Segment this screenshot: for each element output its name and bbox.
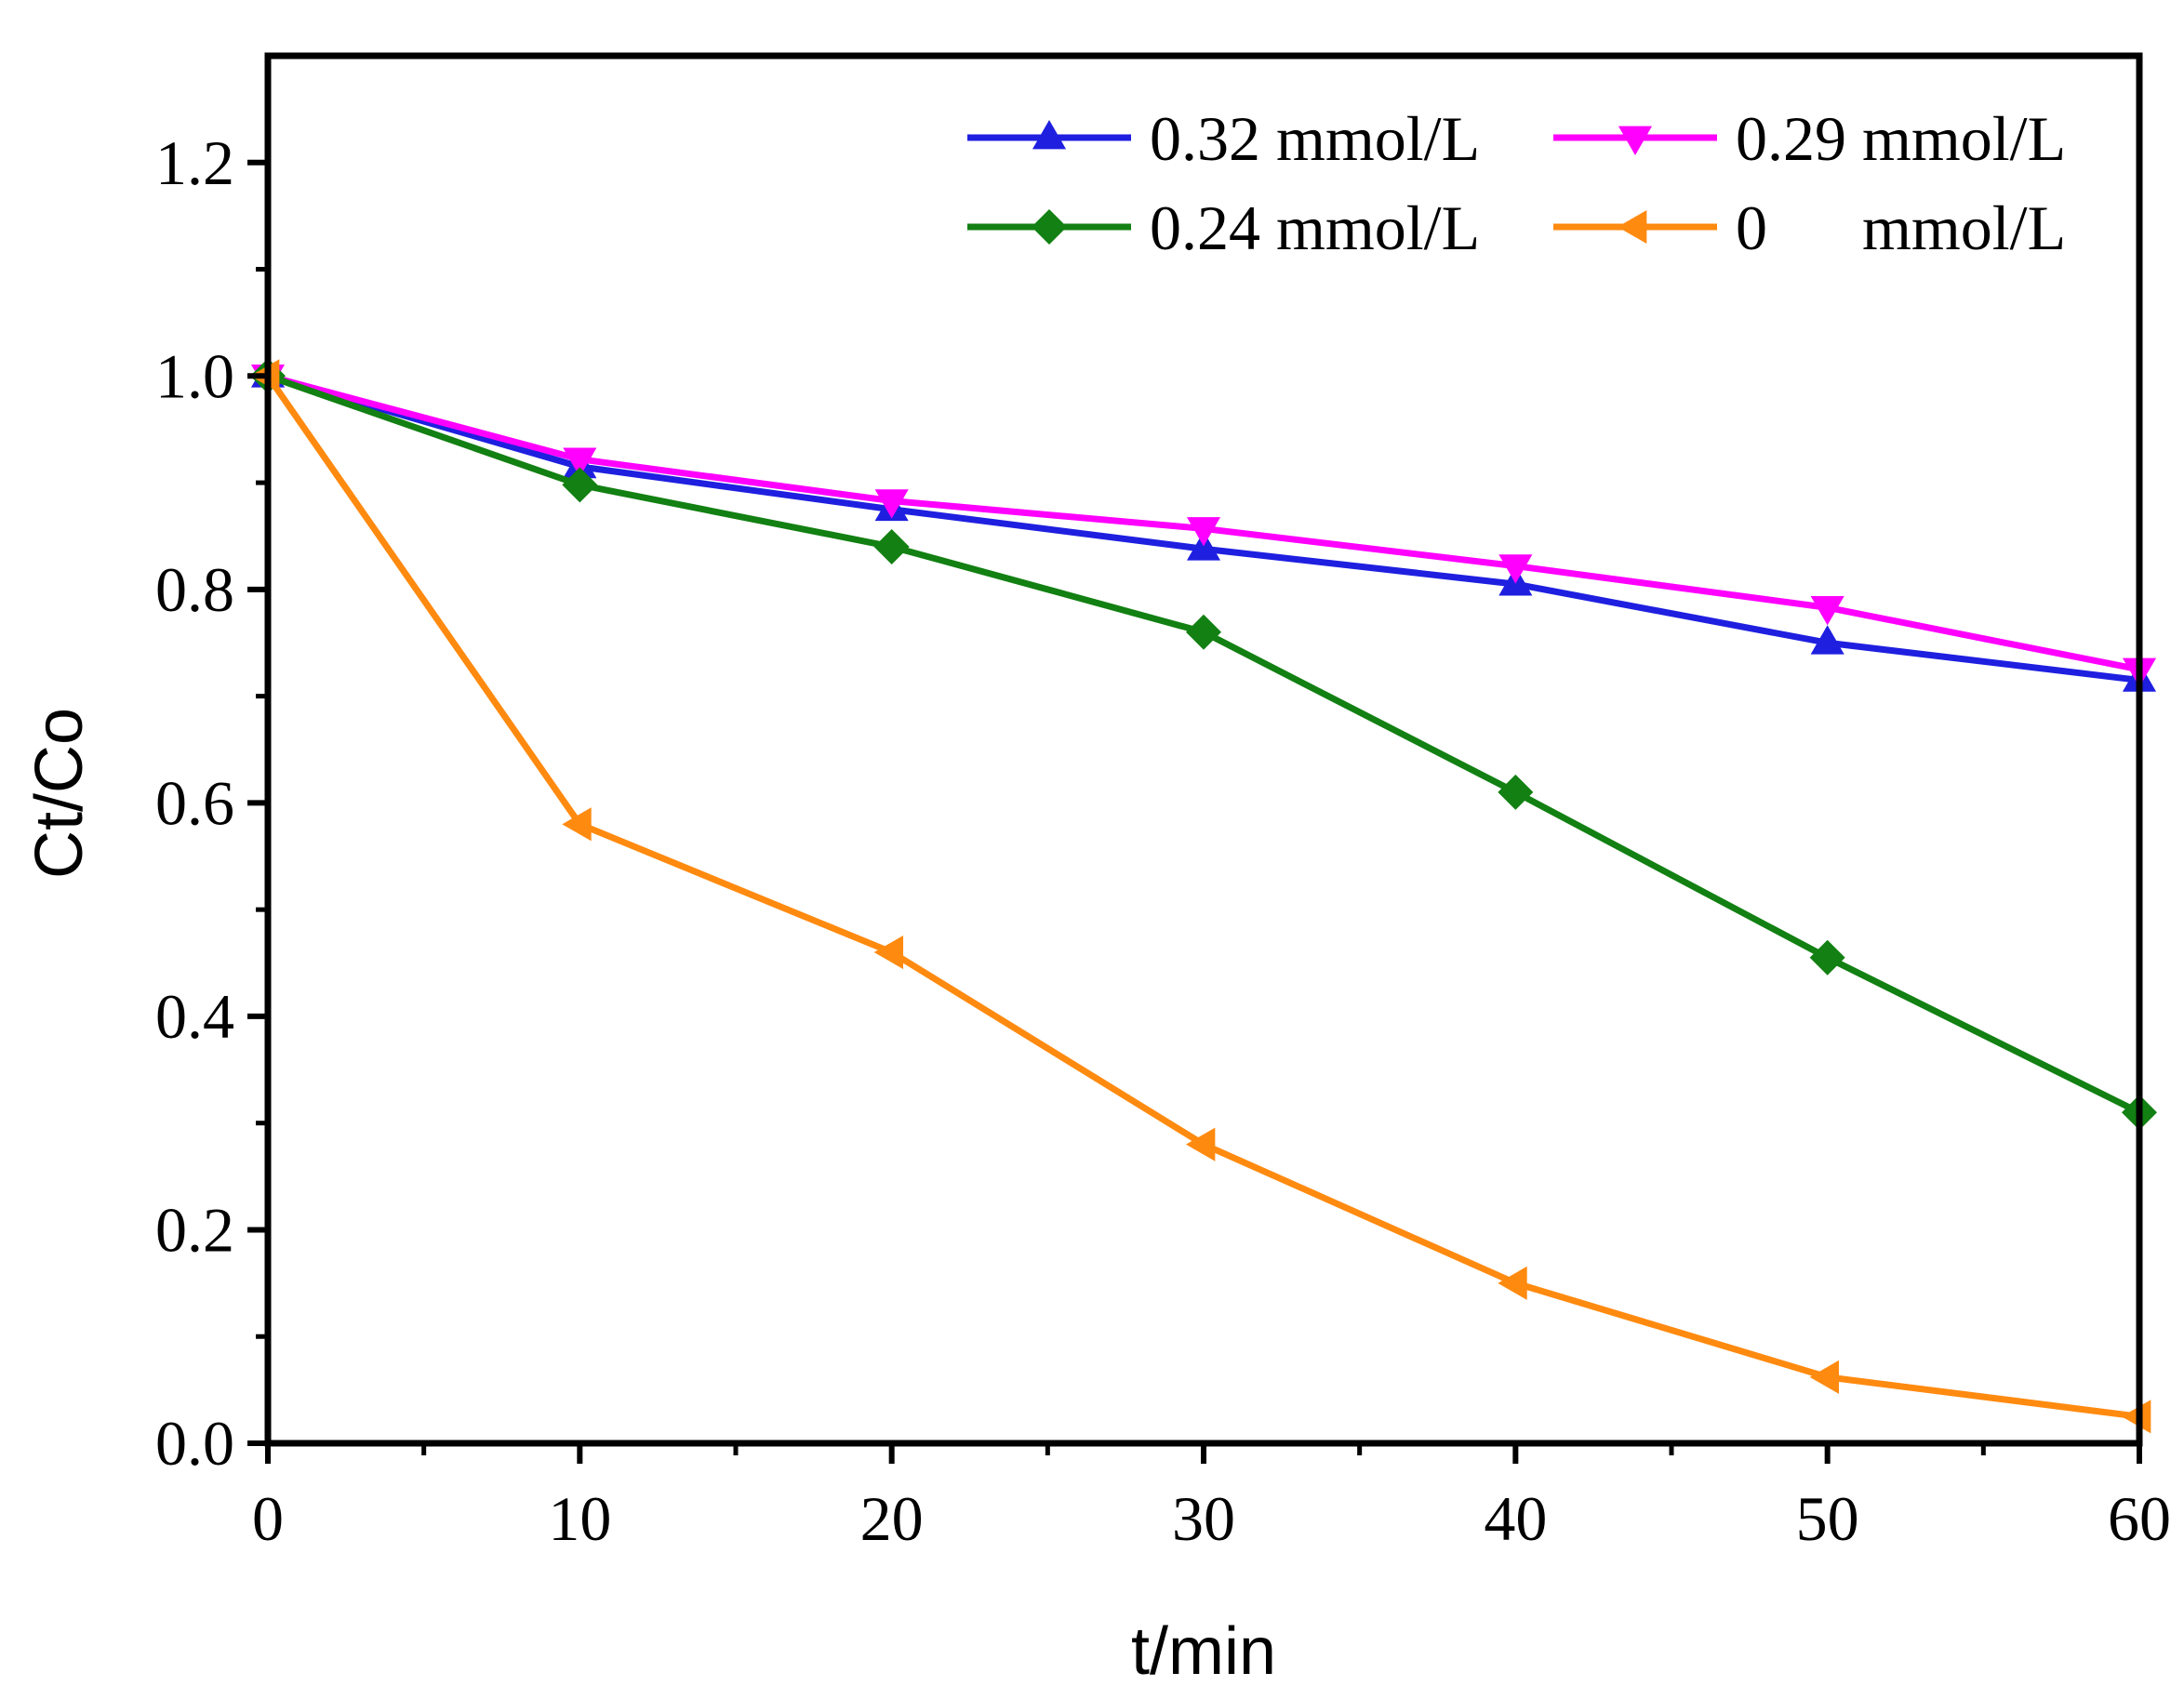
data-point: [1498, 774, 1534, 810]
legend-entry: 0.32 mmol/L: [967, 103, 1480, 174]
x-tick-label: 30: [1172, 1483, 1235, 1554]
y-tick-label: 0.0: [155, 1408, 234, 1479]
y-tick-label: 0.6: [155, 767, 234, 838]
legend-entry: 0.29 mmol/L: [1553, 103, 2066, 174]
data-point: [873, 936, 904, 970]
x-axis-title: t/min: [1131, 1614, 1276, 1689]
series-3: [250, 358, 2157, 1131]
data-point: [1809, 939, 1845, 976]
y-tick-label: 1.0: [155, 340, 234, 411]
data-point: [562, 807, 592, 842]
data-point: [1809, 1360, 1840, 1394]
x-tick-label: 60: [2108, 1483, 2171, 1554]
data-point: [1186, 1127, 1216, 1161]
x-tick-label: 20: [860, 1483, 924, 1554]
ticks-layer: 0 10 20 30 40 50 60 0.0 0.2 0.4 0.6 0.8 1.0 1.2: [155, 127, 2171, 1554]
legend-marker: [1618, 209, 1647, 245]
legend-marker: [1032, 209, 1067, 245]
data-point: [1186, 614, 1221, 650]
y-tick-label: 1.2: [155, 127, 234, 198]
data-point: [873, 528, 910, 564]
y-tick-label: 0.2: [155, 1194, 234, 1265]
data-point: [874, 489, 909, 519]
data-point: [562, 467, 598, 503]
legend-label: 0.24 mmol/L: [1150, 192, 1480, 263]
data-point: [1498, 554, 1533, 584]
legend-marker: [1618, 126, 1653, 155]
data-point: [563, 447, 597, 477]
x-tick-label: 0: [252, 1483, 284, 1554]
legend-label: 0.29 mmol/L: [1736, 103, 2066, 174]
y-tick-label: 0.8: [155, 554, 234, 625]
data-point: [1810, 596, 1844, 626]
legend-marker: [1032, 120, 1067, 150]
x-tick-label: 40: [1484, 1483, 1547, 1554]
series-layer: [250, 358, 2157, 1434]
y-tick-label: 0.4: [155, 981, 234, 1052]
y-axis-title: Ct/Co: [22, 708, 97, 879]
legend: 0.32 mmol/L 0.29 mmol/L 0.24 mmol/L 0 mmol/…: [967, 103, 2066, 263]
data-point: [1186, 517, 1221, 547]
legend-entry: 0.24 mmol/L: [967, 192, 1480, 263]
x-tick-label: 10: [548, 1483, 611, 1554]
data-point: [1498, 1266, 1527, 1300]
legend-label: 0 mmol/L: [1736, 192, 2066, 263]
legend-label: 0.32 mmol/L: [1150, 103, 1480, 174]
x-tick-label: 50: [1796, 1483, 1859, 1554]
legend-entry: 0 mmol/L: [1553, 192, 2066, 263]
data-point: [1810, 625, 1844, 655]
